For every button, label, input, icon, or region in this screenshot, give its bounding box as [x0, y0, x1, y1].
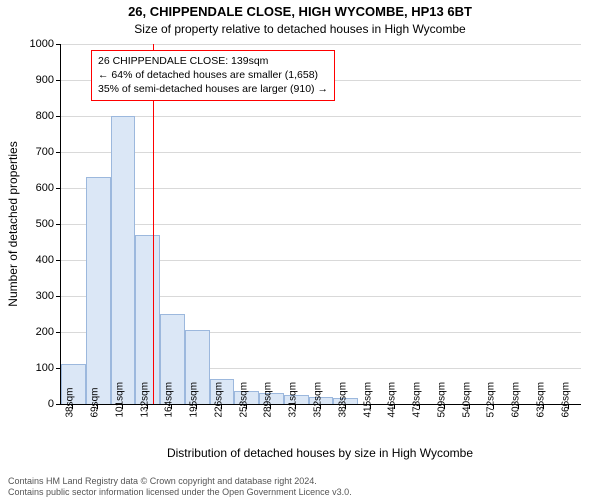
annotation-line: 26 CHIPPENDALE CLOSE: 139sqm — [98, 54, 328, 68]
footer-text: Contains HM Land Registry data © Crown c… — [8, 476, 352, 499]
annotation-line: 35% of semi-detached houses are larger (… — [98, 82, 328, 96]
y-tick-mark — [56, 188, 60, 189]
chart-container: 26, CHIPPENDALE CLOSE, HIGH WYCOMBE, HP1… — [0, 0, 600, 500]
chart-title-line2: Size of property relative to detached ho… — [0, 22, 600, 36]
footer-line: Contains public sector information licen… — [8, 487, 352, 498]
y-tick-label: 600 — [14, 182, 54, 194]
y-tick-mark — [56, 260, 60, 261]
histogram-bar — [86, 177, 111, 404]
plot-area: 26 CHIPPENDALE CLOSE: 139sqm ← 64% of de… — [60, 44, 581, 405]
y-tick-mark — [56, 404, 60, 405]
y-tick-label: 200 — [14, 326, 54, 338]
grid-line — [61, 188, 581, 189]
histogram-bar — [111, 116, 136, 404]
y-tick-mark — [56, 368, 60, 369]
y-tick-label: 300 — [14, 290, 54, 302]
y-tick-mark — [56, 332, 60, 333]
chart-title-line1: 26, CHIPPENDALE CLOSE, HIGH WYCOMBE, HP1… — [0, 4, 600, 19]
x-axis-label: Distribution of detached houses by size … — [60, 446, 580, 460]
grid-line — [61, 152, 581, 153]
y-tick-mark — [56, 80, 60, 81]
y-tick-mark — [56, 116, 60, 117]
y-tick-label: 0 — [14, 398, 54, 410]
y-tick-label: 500 — [14, 218, 54, 230]
grid-line — [61, 224, 581, 225]
histogram-bar — [135, 235, 160, 404]
y-tick-label: 800 — [14, 110, 54, 122]
y-tick-label: 400 — [14, 254, 54, 266]
y-tick-mark — [56, 152, 60, 153]
footer-line: Contains HM Land Registry data © Crown c… — [8, 476, 352, 487]
y-tick-label: 1000 — [14, 38, 54, 50]
y-tick-label: 900 — [14, 74, 54, 86]
grid-line — [61, 44, 581, 45]
y-tick-label: 700 — [14, 146, 54, 158]
grid-line — [61, 116, 581, 117]
y-tick-mark — [56, 44, 60, 45]
y-tick-label: 100 — [14, 362, 54, 374]
annotation-line: ← 64% of detached houses are smaller (1,… — [98, 68, 328, 82]
reference-annotation: 26 CHIPPENDALE CLOSE: 139sqm ← 64% of de… — [91, 50, 335, 101]
y-tick-mark — [56, 224, 60, 225]
y-tick-mark — [56, 296, 60, 297]
